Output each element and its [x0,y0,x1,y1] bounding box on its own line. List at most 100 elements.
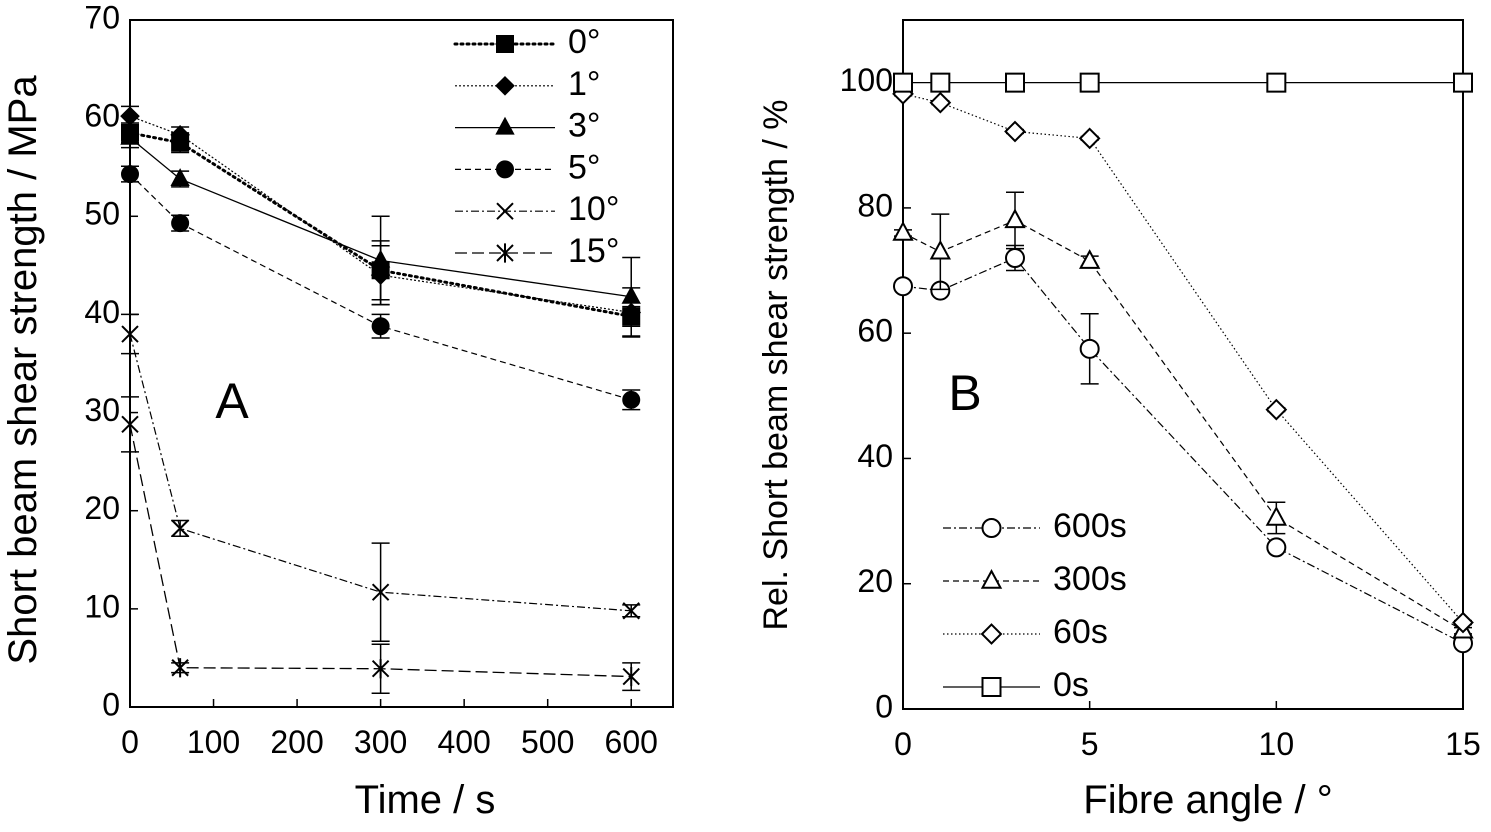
panel-b-series-2-point [1078,249,1101,269]
panel-b-plot-frame [902,19,1464,710]
panel-a-series-4-point [371,317,390,336]
panel-b-legend-marker [981,677,1002,697]
panel-b-series-3-line [902,93,1464,623]
panel-b-series-3 [892,83,1474,634]
panel-b-series-3-point [1452,611,1474,634]
panel-a-x-axis-label: Time / s [355,778,496,822]
panel-a-y-tick-label: 70 [84,0,120,35]
panel-a-x-tick-label: 200 [270,724,323,760]
panel-a-y-tick-label: 30 [84,392,120,428]
panel-a-series-6-point [121,414,139,434]
panel-b-legend-entry: 600s [943,507,1127,545]
panel-a-series-6-point [622,666,640,687]
panel-b-label: B [948,365,981,421]
panel-a-series-5-line [129,333,632,612]
panel-a-y-tick-label: 10 [84,588,120,624]
panel-b-series-2-point [892,220,914,241]
panel-a-legend-label: 1° [568,65,601,103]
panel-b-series-2-line [902,219,1464,632]
panel-a-x-tick-label: 600 [605,724,658,760]
panel-b-series-1 [893,244,1473,654]
panel-b-x-tick-label: 10 [1259,726,1295,762]
panel-b-legend-marker [981,518,1002,538]
panel-a-series-3 [120,126,641,337]
panel-a-legend-marker [496,35,514,53]
panel-a-series-3-line [129,137,632,298]
panel-a-legend-marker [495,75,515,96]
panel-b-y-tick-label: 100 [840,62,893,98]
panel-a-series-4-point [622,390,641,409]
panel-a-legend-entry: 10° [455,190,619,228]
panel-b-series-1-line [902,257,1464,644]
panel-a-series-2-line [129,115,632,314]
panel-a-y-tick-label: 20 [84,490,120,526]
panel-a-series-4-line [129,173,632,401]
panel-b-series-1-point [1079,338,1100,359]
panel-b-series-4-point [1079,72,1100,93]
panel-a-legend-entry: 3° [455,107,601,145]
panel-b-series-2-point [1004,208,1026,229]
panel-a-series-6-point [371,659,390,679]
panel-a-x-tick-label: 400 [437,724,490,760]
panel-b-series-4 [893,72,1473,93]
panel-b-y-tick-label: 20 [857,563,893,599]
panel-a-plot-frame [129,19,674,708]
panel-b-y-tick-label: 40 [857,438,893,474]
panel-b-series-2-point [1265,505,1288,526]
panel-a-series-3-point [621,285,641,304]
panel-b-series-2-point [929,239,952,260]
panel-a-series-5 [121,313,641,642]
panel-a-legend-label: 3° [568,107,601,145]
panel-b-series-4-point [1453,72,1473,93]
panel-a-legend-label: 5° [568,148,601,186]
panel-b-legend-marker [980,568,1003,589]
panel-a-series-3-point [170,168,190,186]
panel-b-series-3-point [1004,120,1026,143]
panel-a-series-3-point [120,126,140,145]
panel-b-x-axis-label: Fibre angle / ° [1083,778,1332,822]
panel-b-series-4-point [893,72,913,93]
panel-a-legend-label: 0° [568,23,601,61]
panel-a-series-2-point [120,106,140,126]
panel-a-series-5-point [371,583,390,601]
panel-a-y-axis-label: Short beam shear strength / MPa [1,75,45,665]
panel-a-series-5-point [121,325,139,343]
panel-b-legend-entry: 0s [943,666,1089,704]
panel-a-y-tick-label: 50 [84,196,120,232]
panel-a-legend-marker [496,160,514,179]
panel-b-legend-label: 600s [1053,507,1127,545]
panel-a-x-tick-label: 100 [187,724,240,760]
panel-a-x-tick-label: 0 [121,724,139,760]
panel-b-series-1-point [893,276,913,297]
panel-a-legend-marker [496,202,514,220]
panel-a-legend-label: 15° [568,232,619,270]
panel-b-chart: Fibre angle / ° Rel. Short beam shear st… [757,19,1481,822]
panel-a-x-tick-label: 500 [521,724,574,760]
panel-a-series-5-point [622,602,640,620]
panel-a-chart: Time / s Short beam shear strength / MPa… [1,0,674,822]
panel-a-y-tick-label: 0 [102,686,120,722]
panel-b-series-2 [892,191,1474,639]
panel-a-x-tick-label: 300 [354,724,407,760]
panel-b-legend-label: 60s [1053,613,1108,651]
panel-b-y-tick-label: 80 [857,187,893,223]
panel-b-legend-entry: 60s [943,613,1108,651]
panel-a-legend-marker [496,243,514,263]
panel-a-legend-label: 10° [568,190,619,228]
panel-b-y-tick-label: 60 [857,313,893,349]
panel-a-series-3-point [370,249,391,268]
panel-a-legend-entry: 1° [455,65,601,103]
panel-b-series-4-point [1005,72,1025,93]
panel-b-legend-label: 300s [1053,560,1127,598]
panel-a-legend-entry: 15° [455,232,619,270]
panel-a-legend-marker [495,116,515,135]
panel-b-x-tick-label: 15 [1445,726,1481,762]
panel-b-series-3-point [1265,398,1288,421]
panel-a-series-4-point [171,214,190,233]
panel-a-y-tick-label: 40 [84,294,120,330]
panel-a-series-2-point [170,125,190,145]
panel-b-series-3-point [1078,127,1101,150]
panel-a-series-6 [121,396,641,695]
panel-a-series-4-point [121,165,139,184]
